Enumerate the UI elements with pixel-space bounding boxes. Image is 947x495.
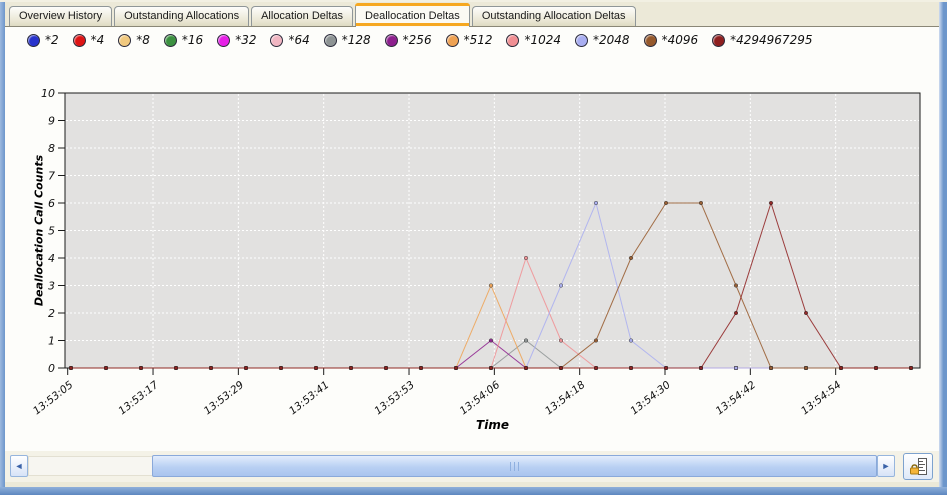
legend-color-dot-icon — [445, 33, 459, 47]
legend-item-4[interactable]: *4 — [72, 33, 105, 47]
scrollbar-left-button[interactable]: ◄ — [10, 455, 28, 477]
tab-overview-history[interactable]: Overview History — [9, 6, 113, 26]
tab-deallocation-deltas[interactable]: Deallocation Deltas — [355, 3, 470, 27]
legend-item-512[interactable]: *512 — [445, 33, 493, 47]
chart-legend: *2 *4 *8 *16 *32 *64 *128 *256 *512 *1024 *2048 *40… — [27, 32, 826, 48]
legend-color-dot-icon — [643, 33, 657, 47]
legend-color-dot-icon — [323, 33, 337, 47]
tab-label: Overview History — [19, 10, 103, 22]
tab-outstanding-allocations[interactable]: Outstanding Allocations — [114, 6, 250, 26]
tab-label: Outstanding Allocation Deltas — [481, 10, 626, 22]
legend-label: *64 — [288, 33, 310, 47]
legend-item-1024[interactable]: *1024 — [506, 33, 561, 47]
scrollbar-thumb[interactable] — [152, 455, 877, 477]
lock-scale-button[interactable] — [903, 453, 933, 480]
legend-item-64[interactable]: *64 — [270, 33, 310, 47]
legend-color-dot-icon — [72, 33, 86, 47]
legend-label: *2048 — [593, 33, 630, 47]
legend-label: *4 — [90, 33, 105, 47]
legend-color-dot-icon — [270, 33, 284, 47]
horizontal-scrollbar-row: ◄ ► — [5, 451, 939, 482]
legend-color-dot-icon — [217, 33, 231, 47]
window-frame-bottom — [0, 487, 947, 495]
legend-label: *512 — [463, 33, 493, 47]
right-arrow-icon: ► — [881, 461, 891, 471]
legend-label: *16 — [181, 33, 204, 47]
legend-color-dot-icon — [506, 33, 520, 47]
legend-label: *2 — [45, 33, 59, 47]
window-frame-right — [939, 0, 947, 495]
legend-item-2[interactable]: *2 — [27, 33, 59, 47]
tab-outstanding-allocation-deltas[interactable]: Outstanding Allocation Deltas — [471, 6, 636, 26]
legend-label: *4096 — [661, 33, 699, 47]
legend-label: *256 — [402, 33, 432, 47]
chart-panel — [5, 27, 939, 451]
legend-label: *128 — [341, 33, 371, 47]
legend-color-dot-icon — [384, 33, 398, 47]
legend-color-dot-icon — [575, 33, 589, 47]
legend-label: *8 — [136, 33, 150, 47]
legend-item-32[interactable]: *32 — [217, 33, 256, 47]
x-axis-label: Time — [476, 418, 509, 432]
legend-color-dot-icon — [27, 33, 40, 47]
legend-item-256[interactable]: *256 — [384, 33, 432, 47]
tab-allocation-deltas[interactable]: Allocation Deltas — [251, 6, 354, 26]
legend-color-dot-icon — [118, 33, 132, 47]
tab-label: Deallocation Deltas — [365, 10, 460, 22]
legend-color-dot-icon — [712, 33, 726, 47]
lock-ruler-icon — [909, 458, 927, 475]
legend-label: *32 — [235, 33, 257, 47]
legend-item-16[interactable]: *16 — [163, 33, 204, 47]
scrollbar-right-button[interactable]: ► — [877, 455, 895, 477]
legend-item-128[interactable]: *128 — [323, 33, 371, 47]
left-arrow-icon: ◄ — [14, 461, 24, 471]
legend-label: *1024 — [524, 33, 562, 47]
scrollbar-grip-icon — [509, 462, 521, 471]
legend-label: *4294967295 — [730, 33, 813, 47]
window-frame-top — [0, 0, 947, 2]
tab-label: Allocation Deltas — [261, 10, 344, 22]
legend-item-4294967295[interactable]: *4294967295 — [712, 33, 812, 47]
legend-item-4096[interactable]: *4096 — [643, 33, 699, 47]
tab-bar: Overview History Outstanding Allocations A… — [5, 2, 939, 27]
legend-item-8[interactable]: *8 — [118, 33, 150, 47]
y-axis-label: Deallocation Call Counts — [32, 154, 46, 307]
window-frame-left — [0, 0, 5, 495]
legend-color-dot-icon — [163, 33, 177, 47]
legend-item-2048[interactable]: *2048 — [575, 33, 630, 47]
tab-label: Outstanding Allocations — [124, 10, 240, 22]
